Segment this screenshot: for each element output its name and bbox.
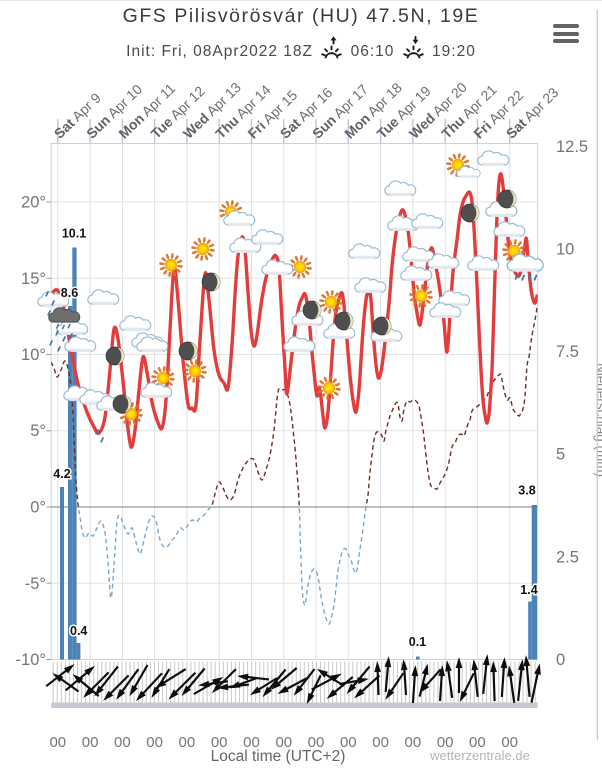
svg-text:10°: 10° bbox=[21, 346, 46, 364]
svg-text:00: 00 bbox=[243, 734, 260, 751]
svg-text:4.2: 4.2 bbox=[53, 467, 70, 481]
svg-text:Local time (UTC+2): Local time (UTC+2) bbox=[211, 748, 346, 765]
svg-text:7.5: 7.5 bbox=[556, 343, 579, 361]
svg-text:0.1: 0.1 bbox=[409, 635, 426, 649]
svg-text:00: 00 bbox=[308, 734, 325, 751]
svg-text:0.4: 0.4 bbox=[70, 624, 87, 638]
svg-text:-5°: -5° bbox=[25, 575, 46, 593]
svg-text:00: 00 bbox=[437, 734, 454, 751]
svg-text:2.5: 2.5 bbox=[556, 548, 579, 566]
svg-text:wetterzentrale.de: wetterzentrale.de bbox=[429, 748, 530, 763]
svg-text:5: 5 bbox=[556, 446, 565, 464]
svg-text:00: 00 bbox=[211, 734, 228, 751]
svg-text:20°: 20° bbox=[21, 194, 46, 212]
svg-text:1.4: 1.4 bbox=[520, 583, 537, 597]
svg-text:00: 00 bbox=[146, 734, 163, 751]
svg-text:0: 0 bbox=[556, 651, 565, 669]
svg-text:00: 00 bbox=[82, 734, 99, 751]
svg-text:10.1: 10.1 bbox=[62, 227, 86, 241]
svg-text:00: 00 bbox=[405, 734, 422, 751]
svg-text:00: 00 bbox=[114, 734, 131, 751]
svg-text:12.5: 12.5 bbox=[556, 138, 588, 156]
svg-text:00: 00 bbox=[275, 734, 292, 751]
svg-text:5°: 5° bbox=[30, 422, 46, 440]
svg-text:00: 00 bbox=[49, 734, 66, 751]
svg-text:00: 00 bbox=[179, 734, 196, 751]
svg-text:00: 00 bbox=[501, 734, 518, 751]
svg-text:3.8: 3.8 bbox=[518, 484, 535, 498]
svg-text:00: 00 bbox=[340, 734, 357, 751]
svg-text:10: 10 bbox=[556, 240, 574, 258]
svg-text:0°: 0° bbox=[30, 499, 46, 517]
svg-text:00: 00 bbox=[469, 734, 486, 751]
svg-text:15°: 15° bbox=[21, 270, 46, 288]
svg-text:8.6: 8.6 bbox=[61, 286, 78, 300]
svg-text:00: 00 bbox=[372, 734, 389, 751]
svg-text:-10°: -10° bbox=[16, 651, 46, 669]
